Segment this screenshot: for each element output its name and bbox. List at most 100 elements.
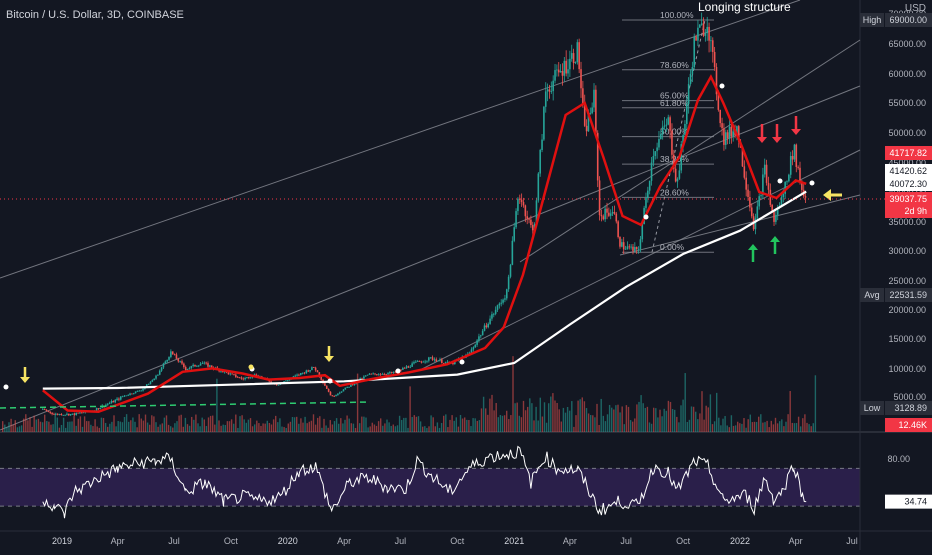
candle-body xyxy=(431,357,434,360)
price-tag-value: 22531.59 xyxy=(889,290,927,300)
candle-body xyxy=(181,361,183,364)
candle-body xyxy=(624,248,627,250)
candle-body xyxy=(561,71,564,76)
candle-body xyxy=(673,154,675,169)
volume-bar xyxy=(327,427,329,432)
volume-bar xyxy=(797,416,800,432)
candle-body xyxy=(437,360,439,362)
candle-body xyxy=(285,380,287,382)
x-tick-label: Jul xyxy=(168,536,180,546)
volume-bar xyxy=(485,408,487,432)
volume-bar xyxy=(556,402,558,432)
candle-body xyxy=(580,69,582,89)
channel-line xyxy=(619,194,861,256)
volume-bar xyxy=(161,423,163,432)
volume-bar xyxy=(75,425,77,432)
volume-bar xyxy=(325,425,327,432)
candle-body xyxy=(389,372,391,374)
volume-bar xyxy=(191,416,193,432)
candle-body xyxy=(138,390,141,392)
volume-bar xyxy=(94,419,96,432)
candle-body xyxy=(342,389,345,392)
volume-bar xyxy=(491,394,493,432)
candle-body xyxy=(498,303,501,306)
volume-bar xyxy=(506,410,508,432)
volume-bar xyxy=(619,412,621,432)
candle-body xyxy=(669,117,671,131)
volume-bar xyxy=(346,415,348,432)
volume-bar xyxy=(10,418,12,432)
volume-bar xyxy=(300,418,302,432)
candle-body xyxy=(793,144,796,160)
volume-bar xyxy=(134,421,136,432)
volume-bar xyxy=(573,426,575,432)
candle-body xyxy=(66,413,68,415)
volume-bar xyxy=(665,410,667,432)
volume-bar xyxy=(768,427,770,432)
price-tag-label-bg xyxy=(860,288,884,302)
volume-bar xyxy=(482,396,485,432)
volume-bar xyxy=(707,407,709,432)
volume-bar xyxy=(774,417,777,432)
volume-bar xyxy=(41,422,44,432)
volume-bar xyxy=(489,398,491,432)
volume-bar xyxy=(163,417,166,432)
candle-body xyxy=(439,359,441,361)
volume-bar xyxy=(205,426,208,432)
yellow-arrow-left-head xyxy=(823,189,831,201)
x-tick-label: Oct xyxy=(676,536,691,546)
volume-bar xyxy=(445,414,447,432)
price-tag-value: 12.46K xyxy=(898,420,927,430)
volume-bar xyxy=(71,421,73,432)
candle-body xyxy=(721,123,723,129)
volume-bar xyxy=(636,404,638,432)
candle-body xyxy=(235,374,237,377)
candle-body xyxy=(175,354,178,359)
symbol-title: Bitcoin / U.S. Dollar, 3D, COINBASE xyxy=(6,9,184,21)
volume-bar xyxy=(503,415,506,432)
candle-body xyxy=(325,385,328,389)
candle-body xyxy=(537,173,540,201)
candle-body xyxy=(407,366,410,368)
volume-bar xyxy=(14,420,16,432)
volume-bar xyxy=(277,422,279,432)
volume-bar xyxy=(422,426,424,432)
volume-bar xyxy=(438,427,441,432)
volume-bar xyxy=(369,426,371,432)
y-tick-label: 5000.00 xyxy=(893,392,926,402)
candle-body xyxy=(658,138,660,148)
volume-bar xyxy=(520,417,523,432)
volume-bar xyxy=(314,424,317,432)
candle-body xyxy=(492,313,495,315)
volume-bar xyxy=(104,422,107,432)
price-tag-bg xyxy=(885,418,932,432)
candle-body xyxy=(136,390,139,392)
candle-body xyxy=(294,375,297,377)
volume-bar xyxy=(583,401,586,432)
candle-body xyxy=(418,360,421,362)
volume-bar xyxy=(730,415,733,432)
volume-bar xyxy=(472,418,474,432)
candle-body xyxy=(648,180,651,191)
candle-body xyxy=(760,195,762,197)
green-arrow-up-head xyxy=(748,244,758,250)
candle-body xyxy=(99,407,102,410)
candle-body xyxy=(340,391,343,393)
candle-body xyxy=(791,156,794,160)
volume-bar xyxy=(621,406,623,432)
candle-body xyxy=(769,189,772,205)
candle-body xyxy=(194,364,196,367)
volume-bar xyxy=(440,423,443,432)
candle-body xyxy=(157,374,159,376)
candle-body xyxy=(248,377,250,379)
volume-bar xyxy=(457,426,460,432)
candle-body xyxy=(606,208,608,213)
candle-body xyxy=(42,409,44,410)
volume-bar xyxy=(407,427,409,432)
y-tick-label: 60000.00 xyxy=(888,69,926,79)
volume-bar xyxy=(174,423,176,432)
ma-touch-dot xyxy=(327,378,333,384)
candle-body xyxy=(509,264,512,277)
volume-bar xyxy=(468,420,470,432)
